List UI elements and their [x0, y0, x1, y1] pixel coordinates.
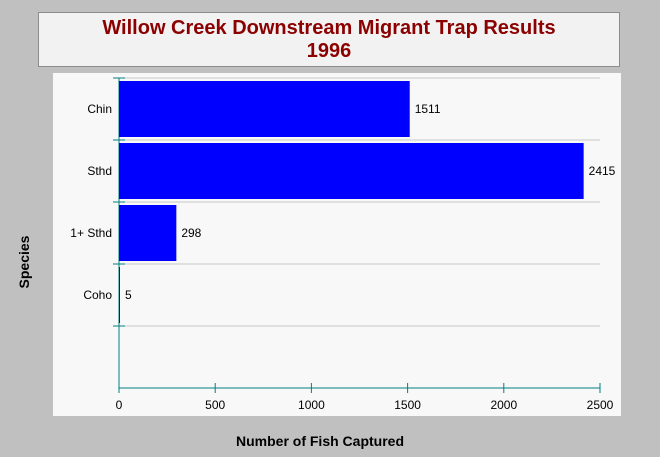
category-label: 1+ Sthd: [70, 226, 112, 240]
chart-title: Willow Creek Downstream Migrant Trap Res…: [102, 17, 556, 39]
bar-value-label: 5: [125, 288, 132, 302]
chart-subtitle-year: 1996: [306, 40, 352, 62]
category-label: Chin: [87, 102, 112, 116]
category-label: Sthd: [87, 164, 112, 178]
bar-value-label: 298: [181, 226, 201, 240]
x-tick-label: 1000: [298, 398, 325, 412]
chart-title-box: Willow Creek Downstream Migrant Trap Res…: [38, 12, 620, 67]
x-tick-label: 500: [205, 398, 225, 412]
x-tick-label: 2500: [587, 398, 614, 412]
category-label: Coho: [83, 288, 112, 302]
x-tick-label: 0: [116, 398, 123, 412]
bar: [119, 143, 584, 199]
bar-value-label: 2415: [589, 164, 616, 178]
bar: [119, 267, 120, 323]
bar: [119, 205, 177, 261]
x-tick-label: 2000: [490, 398, 517, 412]
y-axis-title: Species: [16, 235, 32, 289]
x-tick-label: 1500: [394, 398, 421, 412]
bar: [119, 81, 410, 137]
x-axis-title: Number of Fish Captured: [235, 433, 405, 449]
bar-value-label: 1511: [415, 102, 441, 116]
